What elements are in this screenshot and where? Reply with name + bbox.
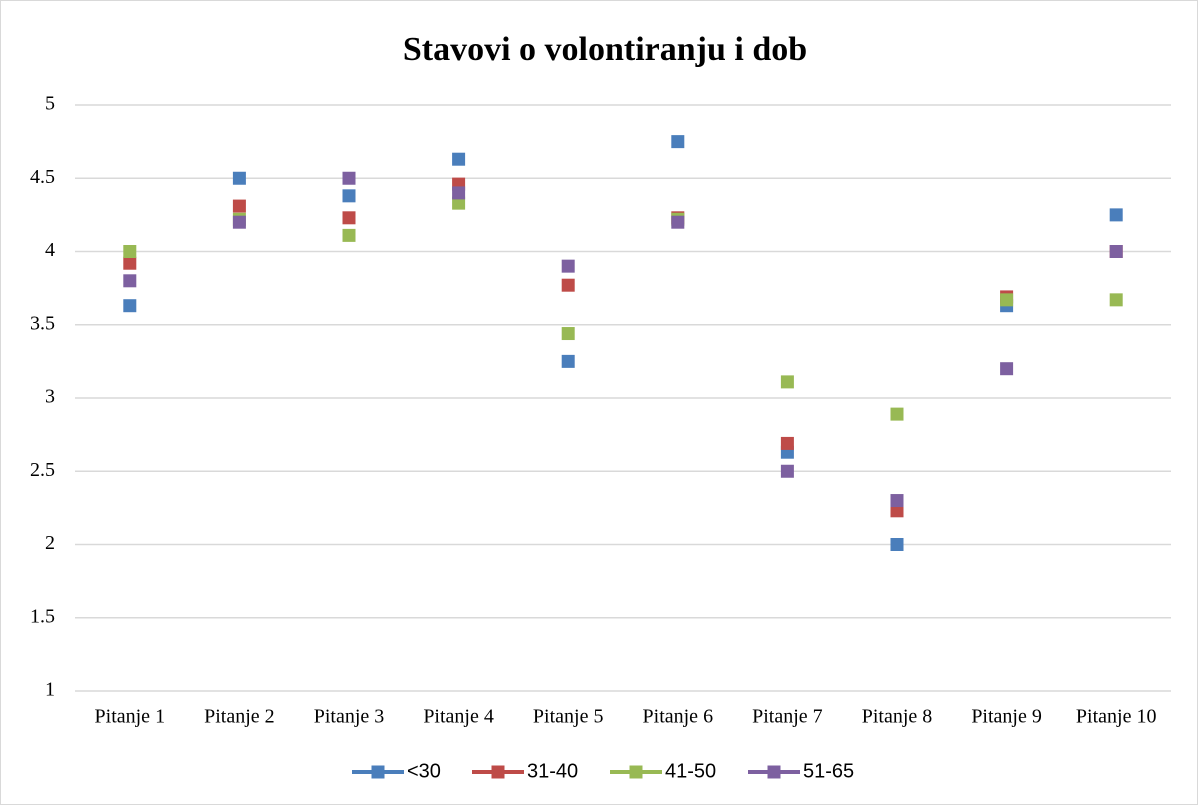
point-marker xyxy=(561,278,575,292)
x-tick-label: Pitanje 3 xyxy=(314,706,385,728)
x-tick-label: Pitanje 4 xyxy=(423,706,494,728)
legend-marker xyxy=(767,765,781,779)
point-marker xyxy=(123,256,137,270)
y-tick-label: 2 xyxy=(45,532,55,554)
x-tick-label: Pitanje 7 xyxy=(752,706,823,728)
x-tick-label: Pitanje 9 xyxy=(971,706,1042,728)
legend-marker xyxy=(629,765,643,779)
legend-label: 51-65 xyxy=(803,760,854,782)
x-tick-label: Pitanje 10 xyxy=(1076,706,1157,728)
point-marker xyxy=(452,186,466,200)
legend-label: 31-40 xyxy=(527,760,578,782)
y-tick-label: 5 xyxy=(45,93,55,115)
y-tick-label: 4.5 xyxy=(30,166,55,188)
point-marker xyxy=(232,171,246,185)
point-marker xyxy=(561,354,575,368)
point-marker xyxy=(780,436,794,450)
y-tick-label: 2.5 xyxy=(30,459,55,481)
point-marker xyxy=(671,215,685,229)
point-marker xyxy=(890,407,904,421)
point-marker xyxy=(671,135,685,149)
point-marker xyxy=(1109,293,1123,307)
point-marker xyxy=(780,464,794,478)
point-marker xyxy=(232,199,246,213)
point-marker xyxy=(342,189,356,203)
y-tick-label: 1.5 xyxy=(30,605,55,627)
point-marker xyxy=(452,152,466,166)
point-marker xyxy=(123,245,137,258)
point-marker xyxy=(123,274,137,288)
legend-marker xyxy=(491,765,505,779)
point-marker xyxy=(342,211,356,225)
point-marker xyxy=(452,196,466,210)
point-marker xyxy=(890,538,904,551)
x-tick-label: Pitanje 1 xyxy=(95,706,166,728)
y-tick-label: 4 xyxy=(45,239,55,261)
point-marker xyxy=(561,327,575,341)
y-tick-label: 1 xyxy=(45,679,55,701)
point-marker xyxy=(123,299,137,313)
point-marker xyxy=(780,375,794,389)
point-marker xyxy=(561,259,575,273)
legend-label: 41-50 xyxy=(665,760,716,782)
point-marker xyxy=(1109,208,1123,222)
y-tick-label: 3 xyxy=(45,386,55,408)
point-marker xyxy=(1109,245,1123,258)
point-marker xyxy=(342,228,356,242)
point-marker xyxy=(890,504,904,518)
x-tick-label: Pitanje 2 xyxy=(204,706,275,728)
y-tick-label: 3.5 xyxy=(30,312,55,334)
x-tick-label: Pitanje 6 xyxy=(643,706,714,728)
x-tick-label: Pitanje 5 xyxy=(533,706,604,728)
legend-label: <30 xyxy=(407,760,441,782)
point-marker xyxy=(1000,362,1014,376)
x-tick-label: Pitanje 8 xyxy=(862,706,933,728)
point-marker xyxy=(890,494,904,508)
chart-title: Stavovi o volontiranju i dob xyxy=(403,31,807,68)
point-marker xyxy=(232,215,246,229)
point-marker xyxy=(342,171,356,185)
legend-marker xyxy=(371,765,385,779)
point-marker xyxy=(1000,293,1014,307)
